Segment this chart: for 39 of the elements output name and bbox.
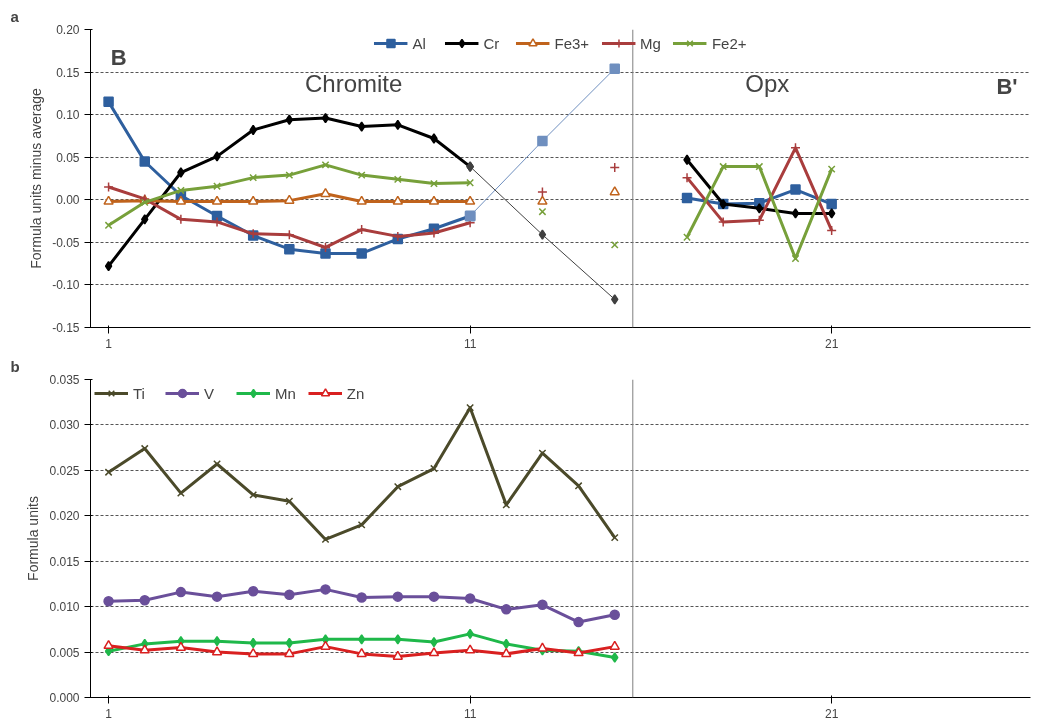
- y-tick-label: 0.10: [56, 108, 80, 123]
- y-tick-label: 0.20: [56, 23, 80, 37]
- y-tick-label: 0.015: [49, 554, 80, 569]
- x-tick-label: 21: [824, 336, 839, 351]
- y-tick-label: 0.035: [49, 373, 80, 387]
- y-tick-label: 0.025: [49, 463, 80, 478]
- y-tick-label: 0.020: [49, 509, 80, 524]
- y-tick-label: 0.00: [56, 193, 80, 208]
- y-tick-label: -0.05: [52, 235, 80, 250]
- legend-label: V: [204, 384, 215, 402]
- y-tick-label: 0.15: [56, 65, 80, 80]
- y-tick-label: -0.10: [52, 278, 80, 293]
- legend-label: Al: [412, 34, 427, 52]
- legend-label: Fe3+: [554, 34, 590, 52]
- x-tick-label: 11: [463, 706, 477, 721]
- x-tick-label: 1: [105, 706, 113, 721]
- chart-title: b: [10, 357, 20, 375]
- y-tick-label: 0.010: [49, 600, 80, 615]
- y-tick-label: -0.15: [52, 321, 80, 335]
- legend-label: Fe2+: [711, 34, 747, 52]
- y-tick-label: 0.05: [56, 150, 80, 165]
- legend-label: Zn: [346, 384, 366, 402]
- x-tick-label: 11: [463, 336, 477, 351]
- legend-label: Mg: [640, 34, 661, 52]
- y-tick-label: 0.005: [49, 645, 80, 660]
- legend-label: Ti: [133, 384, 146, 402]
- y-tick-label: 0.000: [49, 691, 80, 705]
- x-tick-label: 21: [824, 706, 839, 721]
- chart-title: a: [10, 7, 20, 25]
- y-axis-title: Formula units minus average: [28, 88, 45, 269]
- x-tick-label: 1: [105, 336, 113, 351]
- annotation: Chromite: [305, 70, 403, 98]
- legend-label: Cr: [483, 34, 501, 52]
- y-axis-title: Formula units: [25, 496, 42, 581]
- annotation: B: [110, 45, 127, 71]
- annotation: Opx: [745, 70, 790, 98]
- legend-label: Mn: [275, 384, 296, 402]
- y-tick-label: 0.030: [49, 418, 80, 433]
- annotation: B': [996, 74, 1018, 100]
